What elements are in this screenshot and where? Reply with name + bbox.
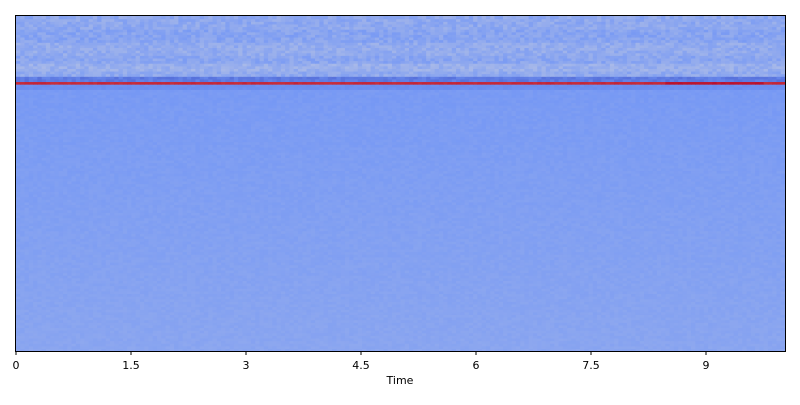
heatmap-cells [16,16,786,352]
